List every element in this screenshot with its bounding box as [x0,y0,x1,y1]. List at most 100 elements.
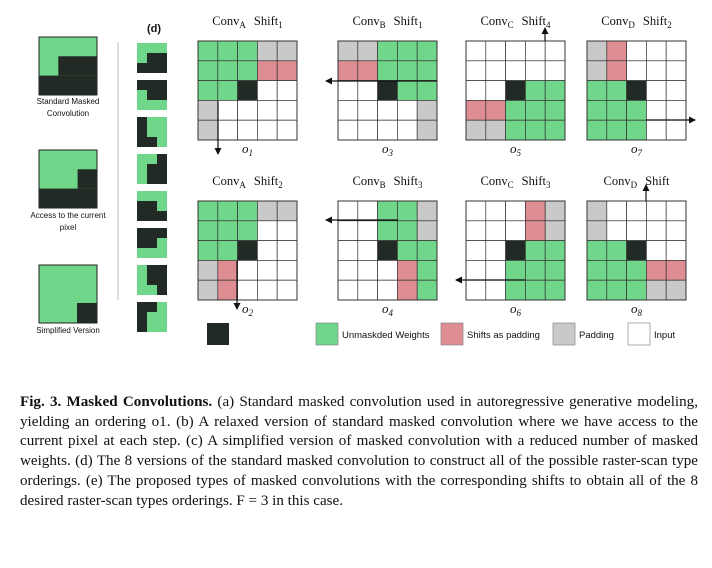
panel-cell [416,119,438,141]
panel-cell [377,220,398,241]
kernel-standard-masked [38,36,98,96]
panel-cell [665,60,687,81]
ordering-o: o [510,301,517,316]
panel-cell [276,279,298,301]
panel-cell [337,60,359,81]
panel-cell [544,200,566,222]
d-kernel-4 [137,154,167,184]
caption-body: (a) Standard masked convolution used in … [20,394,698,509]
ordering-subscript: 2 [249,308,254,318]
panel-cell [626,260,647,281]
caption-fig-number: Fig. 3. [20,394,62,410]
panel-cell [416,220,438,241]
panel-cell [397,260,418,281]
panel-border [197,40,298,141]
panel-cell [586,220,608,241]
panel-cell [544,220,566,241]
panel-cell [505,100,526,121]
panel-cell [665,40,687,62]
kernel-simplified [38,264,98,324]
caption-access-current-line2: pixel [60,223,77,232]
conv-label: Conv [481,14,509,28]
caption-standard-masked-line2: Convolution [47,109,89,118]
panel-cell [377,100,398,121]
panel-cell [217,279,238,301]
panel-cell [217,80,238,101]
panel-cell [357,100,378,121]
panel-cell [416,100,438,121]
panel-cell [377,40,398,62]
panel-cell [397,200,418,222]
panel-cell [646,279,667,301]
figure-caption: Fig. 3. Masked Convolutions. (a) Standar… [20,393,698,511]
panel-cell [626,40,647,62]
d-kernel-8 [137,302,167,332]
conv-label: Conv [601,14,629,28]
panel-cell [237,100,258,121]
legend-input-label: Input [654,330,675,341]
panel-cell [377,260,398,281]
panel-border [197,200,298,301]
panel-cell [237,60,258,81]
panel-cell [217,100,238,121]
panel-cell [337,220,359,241]
panel-cell [505,240,526,261]
panel-cell [485,60,506,81]
panel-cell [377,240,398,261]
panel-cell [646,119,667,141]
panel-cell [606,260,627,281]
panel-cell [586,60,608,81]
panel-heading: ConvC Shift4 [481,14,551,30]
panel-cell [586,40,608,62]
panel-cell [337,119,359,141]
ordering-o: o [382,141,389,156]
panel-4: ConvD Shift2 o7 [586,14,696,158]
panel-cell [197,60,219,81]
ordering-o: o [631,301,638,316]
panel-cell [586,100,608,121]
panel-cell [606,60,627,81]
shift-label: Shift [394,14,419,28]
panel-cell [665,119,687,141]
panel-cell [197,260,219,281]
caption-simplified: Simplified Version [36,326,100,335]
panel-cell [217,220,238,241]
conv-subscript: C [508,180,514,190]
panel-cell [606,279,627,301]
panel-cell [465,260,487,281]
panel-cell [525,100,546,121]
panel-cell [626,80,647,101]
panel-cell [197,100,219,121]
panel-cell [646,260,667,281]
panel-cell [646,240,667,261]
panel-cell [237,40,258,62]
conv-subscript: A [239,20,246,30]
d-kernel-3 [137,117,167,147]
ordering-subscript: 3 [388,148,394,158]
conv-label: Conv [604,174,632,188]
shift-label: Shift [522,14,547,28]
shift-label: Shift [254,174,279,188]
shift-subscript: 2 [278,180,283,190]
panel-border [465,40,566,141]
panel-cell [646,220,667,241]
panel-cell [465,200,487,222]
panel-cell [626,279,647,301]
d-kernel-6 [137,228,167,258]
ordering-label: o1 [242,141,253,158]
panel-cell [606,240,627,261]
legend-swatch-unmasked [315,322,339,346]
panel-cell [525,279,546,301]
panel-cell [337,200,359,222]
panel-cell [237,220,258,241]
d-kernel-7 [137,265,167,295]
ordering-label: o8 [631,301,643,318]
panel-cell [544,60,566,81]
panel-cell [586,260,608,281]
panel-cell [237,279,258,301]
panel-cell [525,119,546,141]
panel-cell [525,220,546,241]
panel-cell [257,220,278,241]
d-kernel-1 [137,43,167,73]
panel-heading: ConvB Shift1 [353,14,423,30]
